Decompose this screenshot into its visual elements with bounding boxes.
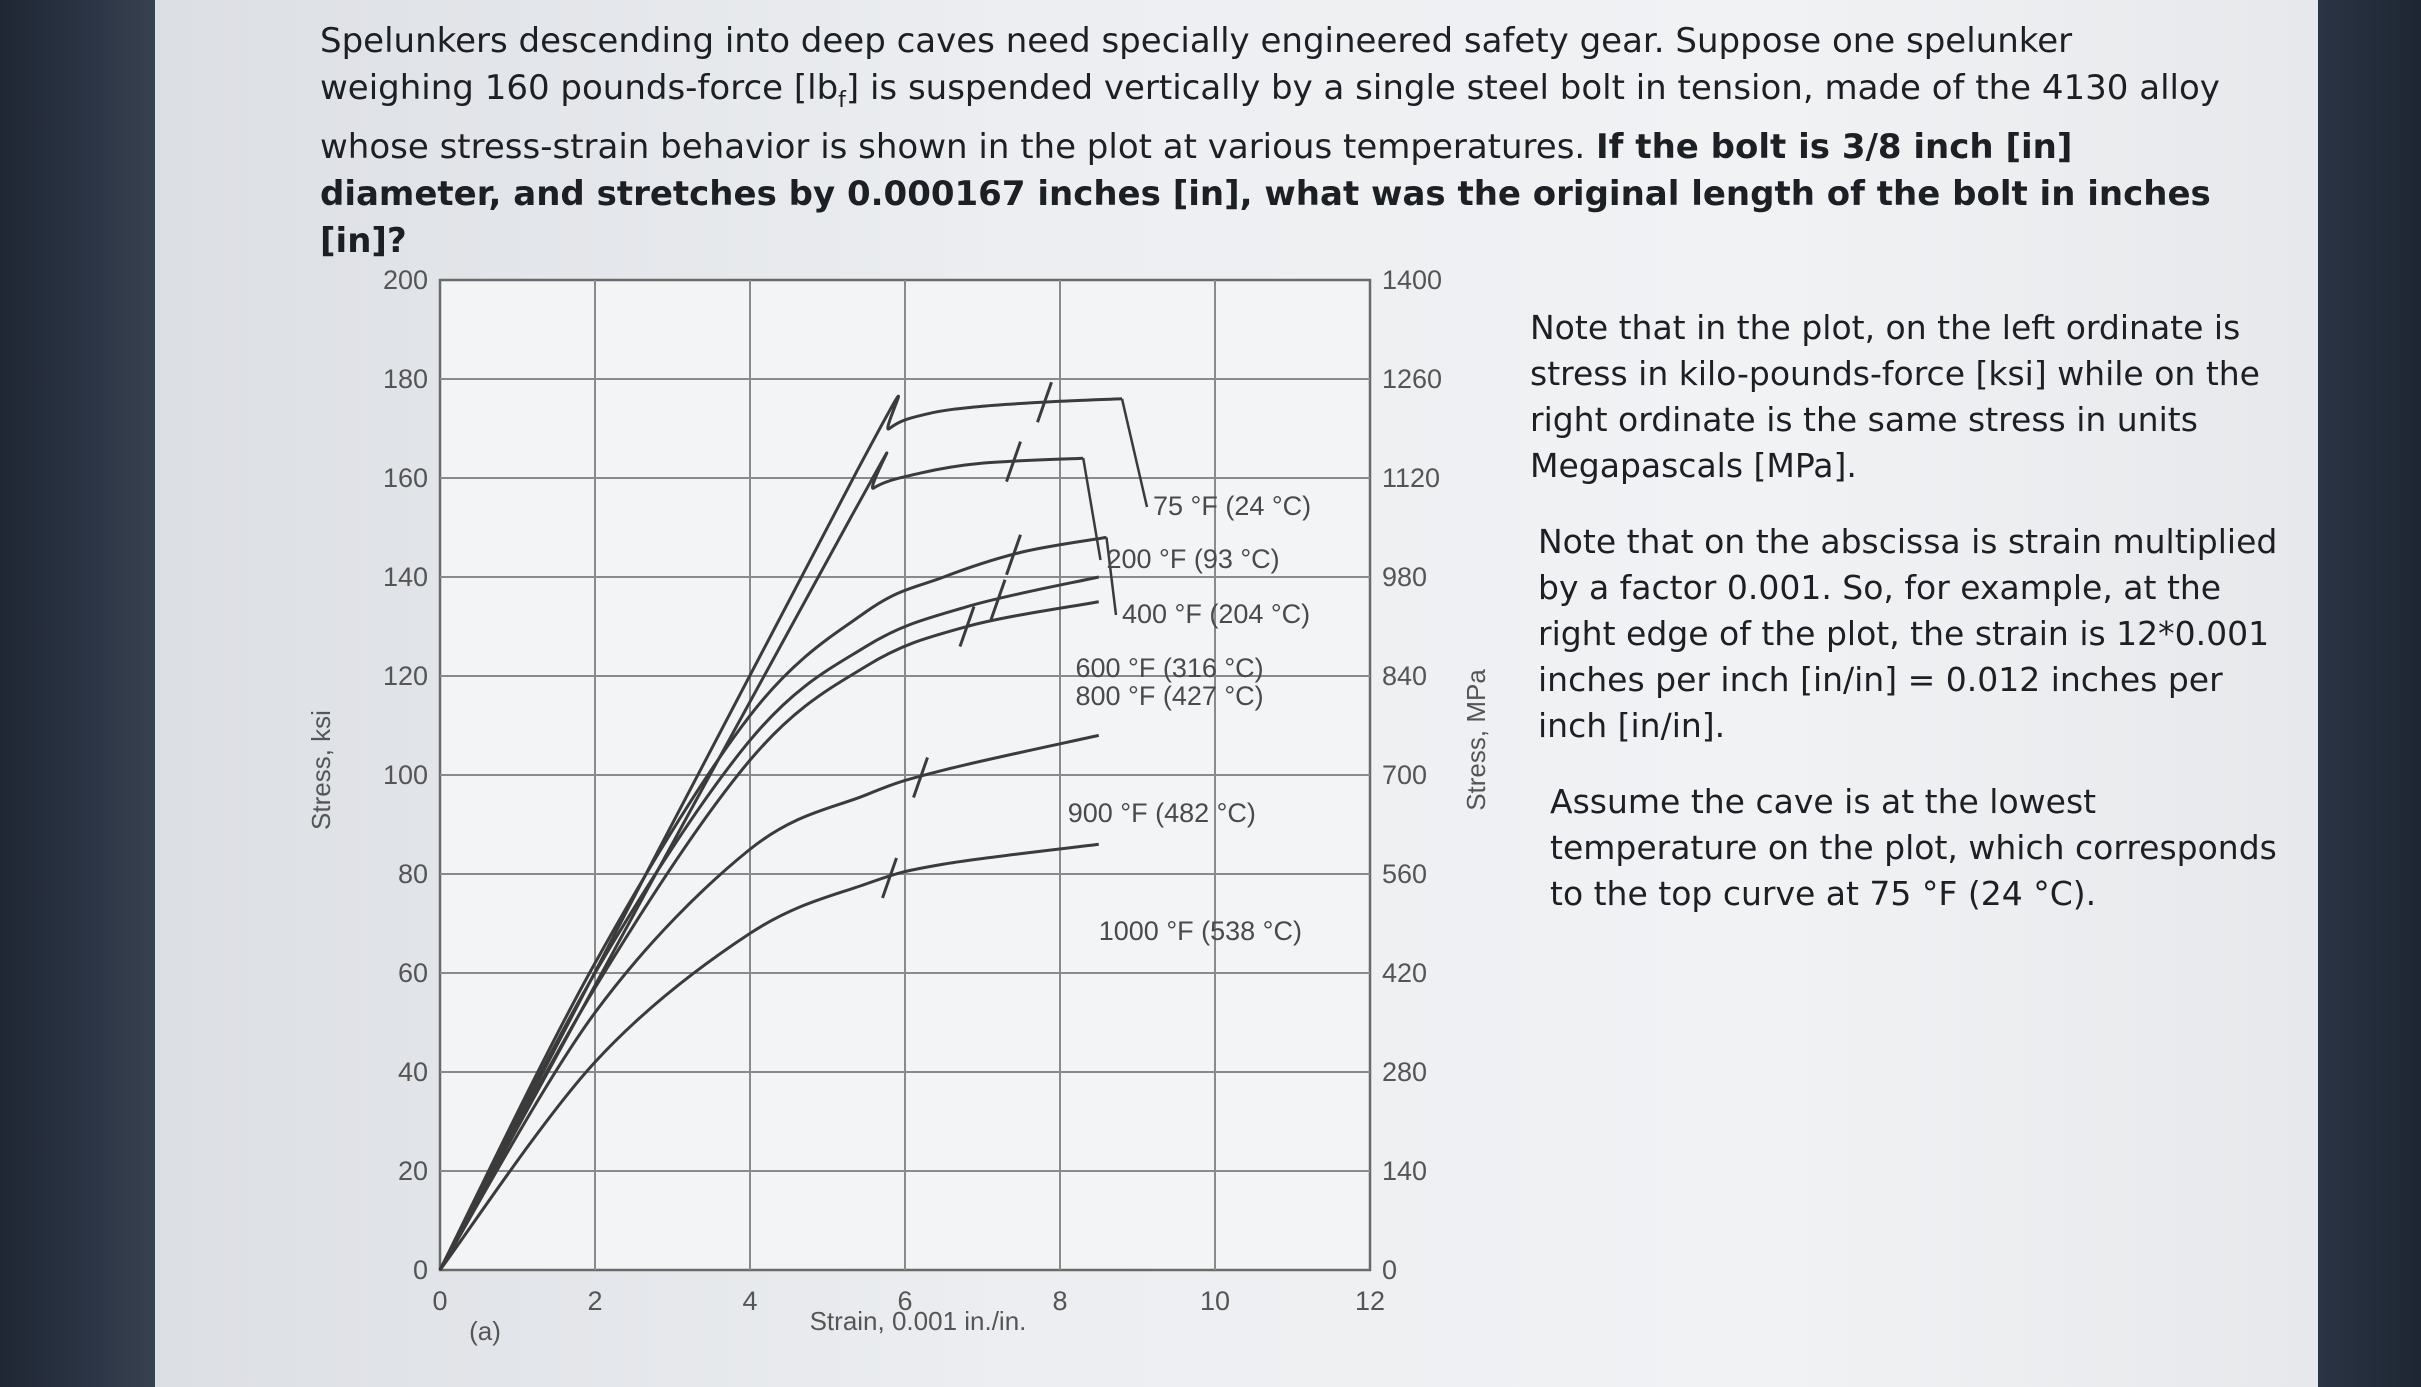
notes-panel: Note that in the plot, on the left ordin… <box>1530 305 2290 947</box>
y-tick-label-right: 560 <box>1382 859 1427 889</box>
y-tick-label-right: 1400 <box>1382 265 1442 295</box>
chart-curves <box>438 381 1149 1271</box>
y-tick-label-left: 100 <box>383 760 428 790</box>
y-tick-label-right: 420 <box>1382 958 1427 988</box>
y-tick-label-right: 280 <box>1382 1057 1427 1087</box>
note-abscissa: Note that on the abscissa is strain mult… <box>1538 522 2278 745</box>
series-label: 800 °F (427 °C) <box>1076 681 1264 711</box>
series-line <box>438 733 1100 1271</box>
chart-labels: 75 °F (24 °C) 200 °F (93 °C) 400 °F (204 °… <box>1068 491 1311 946</box>
series-marker <box>881 857 898 899</box>
series-marker <box>958 606 976 647</box>
x-tick-label: 6 <box>897 1286 912 1316</box>
y-tick-label-left: 80 <box>398 859 428 889</box>
y-tick-label-right: 140 <box>1382 1156 1427 1186</box>
panel-label: (a) <box>469 1316 501 1346</box>
x-axis-title: Strain, 0.001 in./in. <box>810 1306 1027 1336</box>
series-marker <box>912 756 929 798</box>
question-bold: If the bolt is 3/8 inch [in] diameter, a… <box>320 126 2211 261</box>
y-tick-label-right: 700 <box>1382 760 1427 790</box>
y-tick-label-right: 0 <box>1382 1255 1397 1285</box>
x-tick-label: 8 <box>1052 1286 1067 1316</box>
question-text: Spelunkers descending into deep caves ne… <box>320 18 2220 265</box>
label-leader <box>1120 398 1149 508</box>
y-tick-label-right: 980 <box>1382 562 1427 592</box>
series-marker <box>1005 534 1022 576</box>
series-marker <box>1005 441 1022 483</box>
series-marker <box>1036 381 1053 423</box>
series-line <box>438 842 1099 1271</box>
series-label: 1000 °F (538 °C) <box>1099 916 1302 946</box>
y-tick-label-left: 60 <box>398 958 428 988</box>
question-subscript: f <box>838 87 846 113</box>
y-tick-label-right: 840 <box>1382 661 1427 691</box>
x-tick-label: 12 <box>1355 1286 1385 1316</box>
series-line <box>438 451 1084 1271</box>
left-bezel <box>0 0 155 1387</box>
x-tick-label: 10 <box>1200 1286 1230 1316</box>
y-tick-label-left: 20 <box>398 1156 428 1186</box>
y-tick-label-left: 200 <box>383 265 428 295</box>
series-label: 75 °F (24 °C) <box>1153 491 1311 521</box>
y-tick-label-right: 1260 <box>1382 364 1442 394</box>
series-line <box>438 535 1107 1271</box>
x-tick-label: 4 <box>742 1286 757 1316</box>
y-axis-title-right: Stress, MPa <box>1461 669 1491 811</box>
y-tick-label-left: 0 <box>413 1255 428 1285</box>
x-tick-label: 2 <box>587 1286 602 1316</box>
y-tick-label-left: 160 <box>383 463 428 493</box>
question-part1: Spelunkers descending into deep caves ne… <box>320 21 2073 108</box>
series-label: 400 °F (204 °C) <box>1122 599 1310 629</box>
series-line <box>438 575 1100 1271</box>
y-tick-label-right: 1120 <box>1382 463 1440 493</box>
y-axis-title-left: Stress, ksi <box>306 710 336 830</box>
series-marker <box>989 579 1007 621</box>
x-tick-label: 0 <box>432 1286 447 1316</box>
y-tick-label-left: 120 <box>383 661 428 691</box>
series-label: 200 °F (93 °C) <box>1107 544 1280 574</box>
question-part2: ] is suspended vertically by a single st… <box>320 68 2220 167</box>
note-temperature: Assume the cave is at the lowest tempera… <box>1550 782 2277 913</box>
right-bezel <box>2318 0 2421 1387</box>
series-label: 900 °F (482 °C) <box>1068 798 1256 828</box>
label-leader <box>1082 457 1102 561</box>
note-ordinate: Note that in the plot, on the left ordin… <box>1530 308 2260 485</box>
y-tick-label-left: 40 <box>398 1057 428 1087</box>
series-label: 600 °F (316 °C) <box>1076 653 1264 683</box>
label-leader <box>1105 537 1118 616</box>
y-tick-label-left: 180 <box>383 364 428 394</box>
y-tick-label-left: 140 <box>383 562 428 592</box>
